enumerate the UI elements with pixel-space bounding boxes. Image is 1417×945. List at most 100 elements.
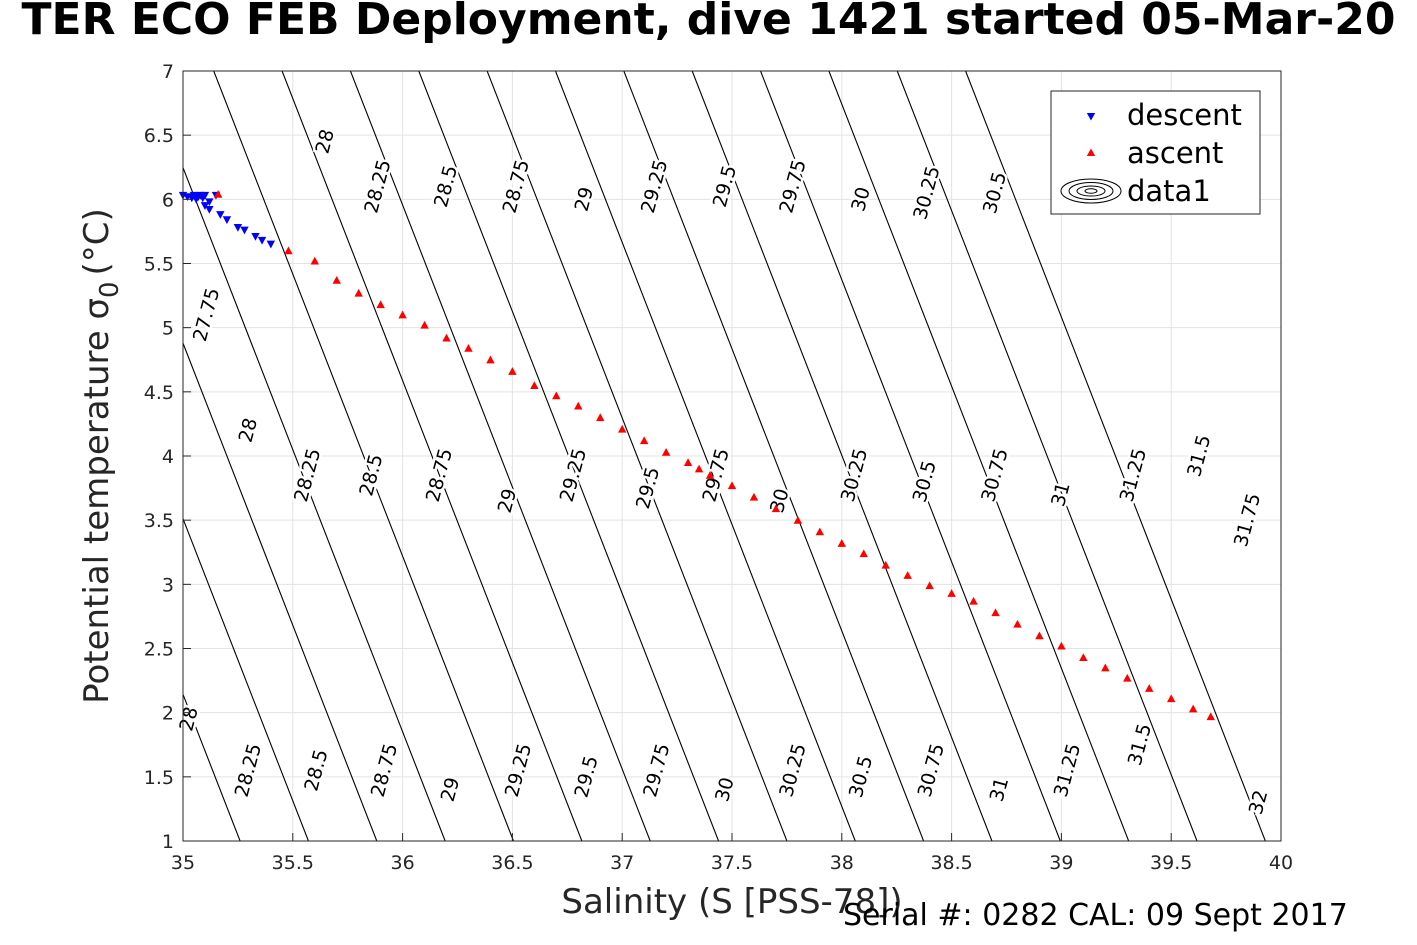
ascent-point xyxy=(859,549,868,558)
y-axis-label-main: Potential temperature σ xyxy=(77,298,117,704)
ascent-point xyxy=(332,275,341,284)
y-tick-label: 2 xyxy=(162,703,174,725)
legend-marker-data1 xyxy=(1084,188,1098,194)
y-axis-label-unit: (°C) xyxy=(77,208,117,275)
descent-point xyxy=(251,232,260,241)
ascent-point xyxy=(837,539,846,547)
ascent-point xyxy=(213,190,223,198)
y-tick-label: 1 xyxy=(162,831,174,853)
axis-ticks: 35 35.5 36 36.5 37 37.5 38 38.5 39 39.5 4011.522.5… xyxy=(144,61,1293,874)
ascent-point xyxy=(1206,712,1215,721)
y-tick-label: 4 xyxy=(162,446,174,468)
ascent-point xyxy=(815,527,825,536)
contour-line xyxy=(486,71,788,841)
legend-marker-data1 xyxy=(1076,185,1106,197)
x-tick-label: 36 xyxy=(391,852,415,874)
ascent-point xyxy=(1167,694,1176,703)
ascent-point xyxy=(661,447,671,456)
contour-line xyxy=(965,71,1266,841)
ascent-point xyxy=(694,464,704,473)
ascent-point xyxy=(771,504,781,513)
x-tick-label: 37.5 xyxy=(711,852,753,874)
contour-line xyxy=(183,517,309,841)
contour-line xyxy=(554,71,856,841)
legend: descent ascent data1 xyxy=(1050,90,1261,215)
contour-line xyxy=(828,71,1130,841)
ascent-point xyxy=(398,310,407,319)
ascent-point xyxy=(618,424,627,433)
x-tick-label: 39.5 xyxy=(1150,852,1192,874)
x-tick-label: 40 xyxy=(1269,852,1293,874)
ascent-point xyxy=(749,492,759,501)
ascent-point xyxy=(1145,684,1154,692)
y-axis-label: Potential temperature σ0 (°C) xyxy=(77,208,125,704)
descent-point xyxy=(205,198,214,207)
ascent-point xyxy=(639,436,649,445)
ascent-point xyxy=(464,344,473,352)
x-tick-label: 35.5 xyxy=(272,852,314,874)
ascent-point xyxy=(793,515,803,524)
legend-marker-data1 xyxy=(1068,182,1114,200)
y-tick-label: 3 xyxy=(162,574,174,596)
ascent-point xyxy=(596,413,605,422)
ascent-point xyxy=(991,608,1000,617)
legend-label-ascent: ascent xyxy=(1127,136,1223,170)
ascent-point xyxy=(552,391,561,400)
ascent-point xyxy=(442,333,451,342)
ascent-point xyxy=(310,256,319,265)
x-tick-label: 38.5 xyxy=(930,852,972,874)
ascent-point xyxy=(284,246,293,255)
x-tick-label: 37 xyxy=(610,852,634,874)
legend-box xyxy=(1050,90,1261,215)
descent-point xyxy=(216,211,225,219)
ascent-point xyxy=(508,367,517,375)
ascent-point xyxy=(1057,641,1066,650)
ascent-point xyxy=(925,581,934,590)
contour-line xyxy=(418,71,720,841)
ascent-point xyxy=(1013,619,1022,628)
contour-label: 30 xyxy=(711,775,739,804)
y-tick-label: 2.5 xyxy=(144,639,174,661)
ascent-point xyxy=(947,589,956,597)
ascent-point xyxy=(727,481,737,490)
ascent-point xyxy=(486,355,495,364)
ascent-point xyxy=(683,458,693,466)
contour-line xyxy=(183,341,378,841)
ascent-point xyxy=(705,471,715,479)
ascent-point xyxy=(1123,673,1132,682)
x-tick-label: 39 xyxy=(1049,852,1073,874)
contour-line xyxy=(281,71,583,841)
ascent-point xyxy=(1188,704,1198,713)
legend-marker-data1 xyxy=(1060,178,1122,204)
legend-marker-ascent xyxy=(1086,148,1096,156)
descent-point xyxy=(222,216,232,225)
descent-point xyxy=(200,202,210,210)
contour-line xyxy=(623,71,925,841)
y-tick-label: 5 xyxy=(162,318,174,340)
contour-line xyxy=(691,71,993,841)
ascent-point xyxy=(969,596,978,605)
y-tick-label: 6 xyxy=(162,189,174,211)
x-axis-label: Salinity (S [PSS-78]) xyxy=(561,882,902,922)
ascent-point xyxy=(376,300,385,309)
contour-line xyxy=(349,71,651,841)
chart-title: TER ECO FEB Deployment, dive 1421 starte… xyxy=(21,0,1396,45)
serial-calibration-footer: Serial #: 0282 CAL: 09 Sept 2017 xyxy=(843,898,1348,933)
ascent-point xyxy=(420,320,429,329)
y-tick-label: 5.5 xyxy=(144,254,174,276)
x-tick-label: 38 xyxy=(830,852,854,874)
legend-label-descent: descent xyxy=(1127,98,1242,132)
ascent-point xyxy=(574,401,583,410)
ascent-point xyxy=(1035,631,1044,640)
legend-marker-descent xyxy=(1086,113,1096,121)
y-tick-label: 1.5 xyxy=(144,767,174,789)
y-tick-label: 4.5 xyxy=(144,382,174,404)
ascent-point xyxy=(881,560,890,569)
contour-line xyxy=(213,71,515,841)
y-tick-label: 7 xyxy=(162,61,174,83)
ascent-point xyxy=(354,288,363,297)
descent-point xyxy=(233,223,243,232)
data-points xyxy=(178,190,1215,721)
y-tick-label: 3.5 xyxy=(144,510,174,532)
descent-point xyxy=(240,226,249,235)
